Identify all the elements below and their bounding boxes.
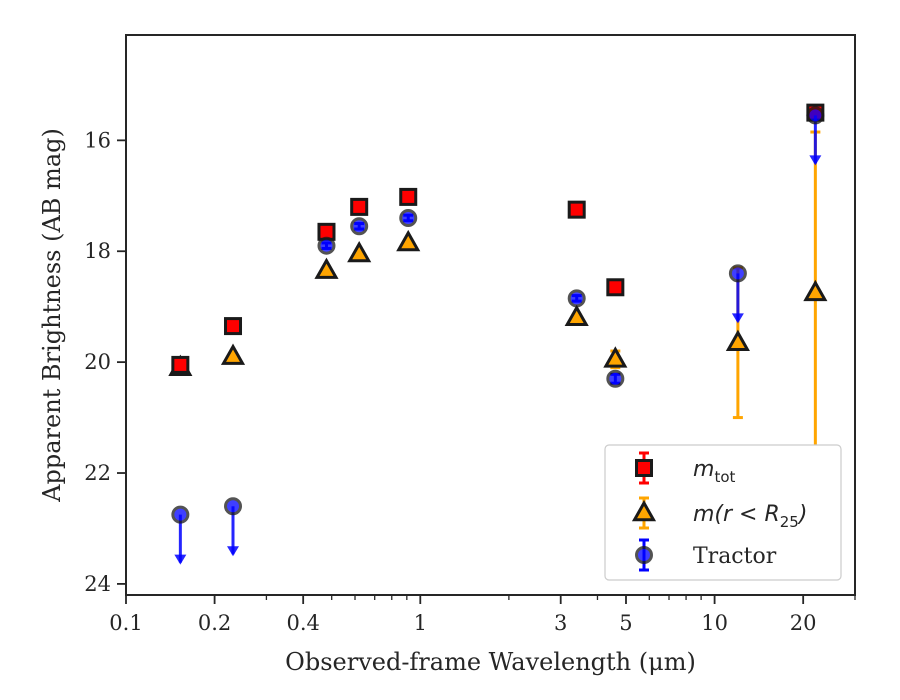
y-tick-label: 18 (84, 239, 111, 263)
data-point (224, 347, 243, 364)
y-axis-title: Apparent Brightness (AB mag) (38, 128, 66, 503)
x-tick-label: 0.4 (286, 611, 319, 635)
data-point (728, 333, 747, 350)
data-point (569, 202, 584, 217)
data-point (399, 233, 418, 250)
data-point (606, 349, 625, 366)
data-point (730, 266, 745, 281)
x-tick-label: 0.1 (109, 611, 142, 635)
y-tick-label: 24 (84, 572, 111, 596)
data-point (352, 199, 367, 214)
data-point (569, 291, 584, 306)
upper-limit-arrowhead (732, 313, 744, 323)
x-tick-label: 1 (414, 611, 427, 635)
data-point (608, 280, 623, 295)
data-point (350, 244, 369, 261)
data-point (173, 357, 188, 372)
y-tick-label: 22 (84, 461, 111, 485)
data-point (226, 499, 241, 514)
x-tick-label: 3 (554, 611, 567, 635)
data-point (226, 319, 241, 334)
x-tick-label: 20 (790, 611, 817, 635)
data-point (808, 108, 823, 123)
series-square (173, 105, 823, 372)
upper-limit-arrowhead (174, 555, 186, 565)
data-point (401, 210, 416, 225)
sed-chart: 0.1 0.2 0.4 1 3 5 10 20 16 18 20 22 24 Observed-fra… (0, 0, 900, 700)
series-triangle (171, 132, 825, 454)
legend-marker (637, 548, 652, 563)
legend-label: Tractor (693, 544, 777, 569)
y-tick-label: 16 (84, 128, 111, 152)
x-tick-label: 10 (701, 611, 728, 635)
x-axis: 0.1 0.2 0.4 1 3 5 10 20 (109, 595, 855, 635)
data-point (401, 189, 416, 204)
data-point (567, 308, 586, 325)
y-axis: 16 18 20 22 24 (84, 128, 126, 596)
x-tick-label: 0.2 (198, 611, 231, 635)
x-tick-label: 5 (619, 611, 632, 635)
x-axis-title: Observed-frame Wavelength (μm) (285, 648, 696, 676)
y-tick-label: 20 (84, 350, 111, 374)
data-point (317, 261, 336, 278)
data-point (352, 219, 367, 234)
data-point (608, 371, 623, 386)
data-point (319, 238, 334, 253)
data-point (806, 283, 825, 300)
legend-marker (637, 461, 652, 476)
upper-limit-arrowhead (809, 155, 821, 165)
upper-limit-arrowhead (227, 546, 239, 556)
data-point (173, 507, 188, 522)
